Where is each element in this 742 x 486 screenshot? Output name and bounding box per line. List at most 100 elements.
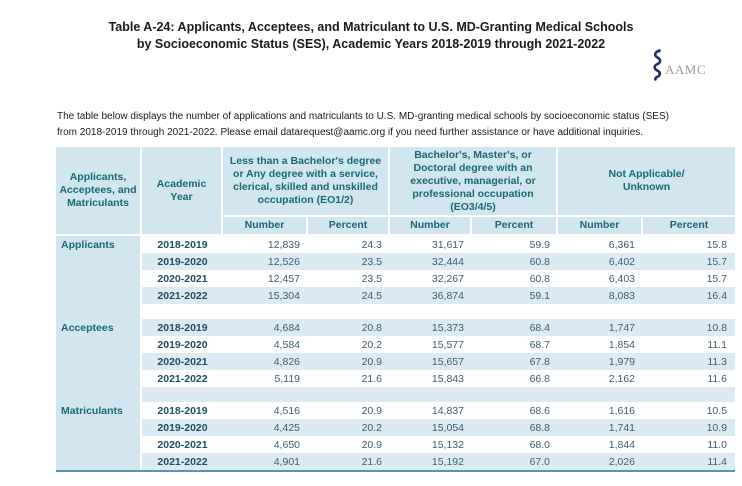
value-cell: 15.7 — [643, 270, 736, 287]
value-cell: 1,616 — [558, 402, 644, 419]
value-cell: 4,650 — [223, 436, 308, 453]
table-row: 2019-2020 4,584 20.2 15,577 68.7 1,854 11.1 — [56, 336, 736, 353]
table-row: Applicants 2018-2019 12,839 24.3 31,617 59.9 6… — [56, 236, 736, 253]
value-cell: 4,584 — [223, 336, 308, 353]
page-title: Table A-24: Applicants, Acceptees, and M… — [108, 20, 634, 51]
subheader-percent-3: Percent — [643, 217, 736, 236]
value-cell: 10.5 — [643, 402, 736, 419]
value-cell: 24.5 — [308, 287, 390, 304]
value-cell: 32,267 — [390, 270, 472, 287]
table-row: 2020-2021 4,826 20.9 15,657 67.8 1,979 11.3 — [56, 353, 736, 370]
subheader-number-1: Number — [223, 217, 308, 236]
year-cell: 2018-2019 — [142, 402, 223, 419]
section-label-cell — [56, 370, 142, 387]
year-cell: 2020-2021 — [142, 353, 223, 370]
subheader-number-2: Number — [390, 217, 472, 236]
value-cell: 1,741 — [558, 419, 644, 436]
value-cell: 20.2 — [308, 419, 390, 436]
value-cell: 68.0 — [472, 436, 559, 453]
value-cell: 21.6 — [308, 453, 390, 470]
corner-header-cell: Applicants, Acceptees, and Matriculants — [56, 147, 142, 236]
value-cell: 15,843 — [390, 370, 472, 387]
value-cell: 66.8 — [472, 370, 559, 387]
value-cell: 11.0 — [643, 436, 736, 453]
value-cell: 60.8 — [472, 253, 559, 270]
value-cell: 8,083 — [558, 287, 644, 304]
value-cell: 6,403 — [558, 270, 644, 287]
spacer-row — [56, 304, 736, 319]
section-label-cell: Applicants — [56, 236, 142, 253]
group-header-eo12: Less than a Bachelor's degree or Any deg… — [223, 147, 390, 217]
value-cell: 68.8 — [472, 419, 559, 436]
value-cell: 20.9 — [308, 402, 390, 419]
table-header: Applicants, Acceptees, and Matriculants … — [56, 147, 736, 236]
value-cell: 11.6 — [643, 370, 736, 387]
year-cell: 2019-2020 — [142, 419, 223, 436]
value-cell: 6,402 — [558, 253, 644, 270]
value-cell: 68.4 — [472, 319, 559, 336]
value-cell: 2,026 — [558, 453, 644, 470]
section-label-cell — [56, 453, 142, 470]
table-row: 2021-2022 4,901 21.6 15,192 67.0 2,026 11.4 — [56, 453, 736, 470]
year-cell: 2021-2022 — [142, 287, 223, 304]
table-row: Acceptees 2018-2019 4,684 20.8 15,373 68.4 1,7… — [56, 319, 736, 336]
value-cell: 14,837 — [390, 402, 472, 419]
section-label-cell — [56, 419, 142, 436]
year-cell: 2021-2022 — [142, 370, 223, 387]
value-cell: 20.9 — [308, 353, 390, 370]
value-cell: 15,192 — [390, 453, 472, 470]
value-cell: 15,304 — [223, 287, 308, 304]
value-cell: 68.7 — [472, 336, 559, 353]
ses-table: Applicants, Acceptees, and Matriculants … — [56, 147, 736, 470]
value-cell: 11.4 — [643, 453, 736, 470]
value-cell: 23.5 — [308, 253, 390, 270]
group-header-not-applicable: Not Applicable/ Unknown — [558, 147, 736, 217]
year-cell: 2018-2019 — [142, 236, 223, 253]
group-header-eo345: Bachelor's, Master's, or Doctoral degree… — [390, 147, 559, 217]
value-cell: 15,132 — [390, 436, 472, 453]
value-cell: 15,373 — [390, 319, 472, 336]
value-cell: 15,054 — [390, 419, 472, 436]
section-label-cell — [56, 253, 142, 270]
value-cell: 12,839 — [223, 236, 308, 253]
value-cell: 20.9 — [308, 436, 390, 453]
section-label-cell: Acceptees — [56, 319, 142, 336]
year-cell: 2021-2022 — [142, 453, 223, 470]
value-cell: 24.3 — [308, 236, 390, 253]
value-cell: 67.0 — [472, 453, 559, 470]
year-cell: 2020-2021 — [142, 270, 223, 287]
year-cell: 2020-2021 — [142, 436, 223, 453]
intro-paragraph: The table below displays the number of a… — [57, 111, 669, 138]
value-cell: 11.1 — [643, 336, 736, 353]
value-cell: 4,901 — [223, 453, 308, 470]
year-cell: 2018-2019 — [142, 319, 223, 336]
serpent-staff-icon — [651, 49, 663, 81]
value-cell: 15.7 — [643, 253, 736, 270]
year-cell: 2019-2020 — [142, 336, 223, 353]
subheader-row: Number Percent Number Percent Number Per… — [56, 217, 736, 236]
value-cell: 2,162 — [558, 370, 644, 387]
value-cell: 20.8 — [308, 319, 390, 336]
spacer-cell — [142, 387, 736, 402]
subheader-number-3: Number — [558, 217, 644, 236]
value-cell: 10.9 — [643, 419, 736, 436]
section-label-cell — [56, 304, 142, 319]
value-cell: 20.2 — [308, 336, 390, 353]
value-cell: 1,747 — [558, 319, 644, 336]
year-cell: 2019-2020 — [142, 253, 223, 270]
value-cell: 4,684 — [223, 319, 308, 336]
value-cell: 31,617 — [390, 236, 472, 253]
value-cell: 32,444 — [390, 253, 472, 270]
academic-year-header-cell: Academic Year — [142, 147, 223, 236]
subheader-percent-2: Percent — [472, 217, 559, 236]
spacer-row — [56, 387, 736, 402]
ses-table-container: Applicants, Acceptees, and Matriculants … — [56, 147, 736, 472]
table-row: 2021-2022 5,119 21.6 15,843 66.8 2,162 11.6 — [56, 370, 736, 387]
value-cell: 5,119 — [223, 370, 308, 387]
table-body: Applicants 2018-2019 12,839 24.3 31,617 59.9 6… — [56, 236, 736, 470]
section-label-cell — [56, 436, 142, 453]
value-cell: 1,854 — [558, 336, 644, 353]
value-cell: 1,979 — [558, 353, 644, 370]
value-cell: 15,657 — [390, 353, 472, 370]
value-cell: 10.8 — [643, 319, 736, 336]
